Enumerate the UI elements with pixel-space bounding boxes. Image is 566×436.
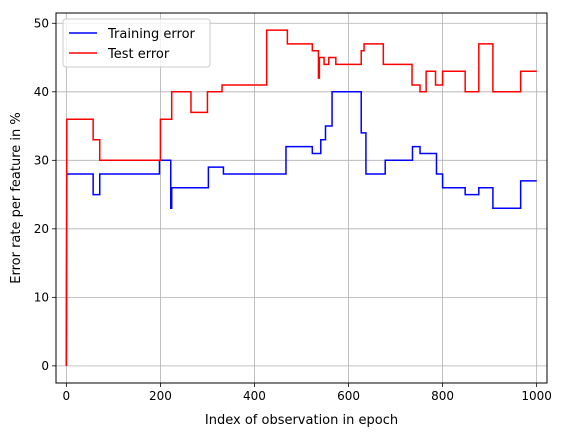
x-tick-label: 800: [431, 389, 454, 403]
y-tick-label: 40: [34, 85, 49, 99]
y-tick-label: 0: [41, 359, 49, 373]
x-tick-label: 1000: [521, 389, 552, 403]
y-tick-label: 30: [34, 153, 49, 167]
axis-ticks: 0 200 400 600 800 1000 0 10 20 30 40 50: [34, 16, 552, 403]
x-tick-label: 400: [243, 389, 266, 403]
plot-frame: [55, 12, 548, 384]
legend-label-training: Training error: [107, 27, 196, 42]
series-lines: [65, 29, 537, 366]
training-error-line: [65, 91, 537, 366]
y-tick-label: 50: [34, 16, 49, 30]
x-tick-label: 200: [149, 389, 172, 403]
y-tick-label: 20: [34, 222, 49, 236]
legend-label-test: Test error: [107, 47, 170, 62]
x-axis-label: Index of observation in epoch: [205, 413, 398, 428]
legend: Training error Test error: [62, 18, 211, 68]
x-tick-label: 600: [337, 389, 360, 403]
grid: [56, 13, 547, 383]
y-tick-label: 10: [34, 290, 49, 304]
x-tick-label: 0: [63, 389, 71, 403]
y-axis-label: Error rate per feature in %: [9, 112, 24, 284]
legend-box: [62, 18, 211, 68]
test-error-line: [65, 29, 537, 366]
